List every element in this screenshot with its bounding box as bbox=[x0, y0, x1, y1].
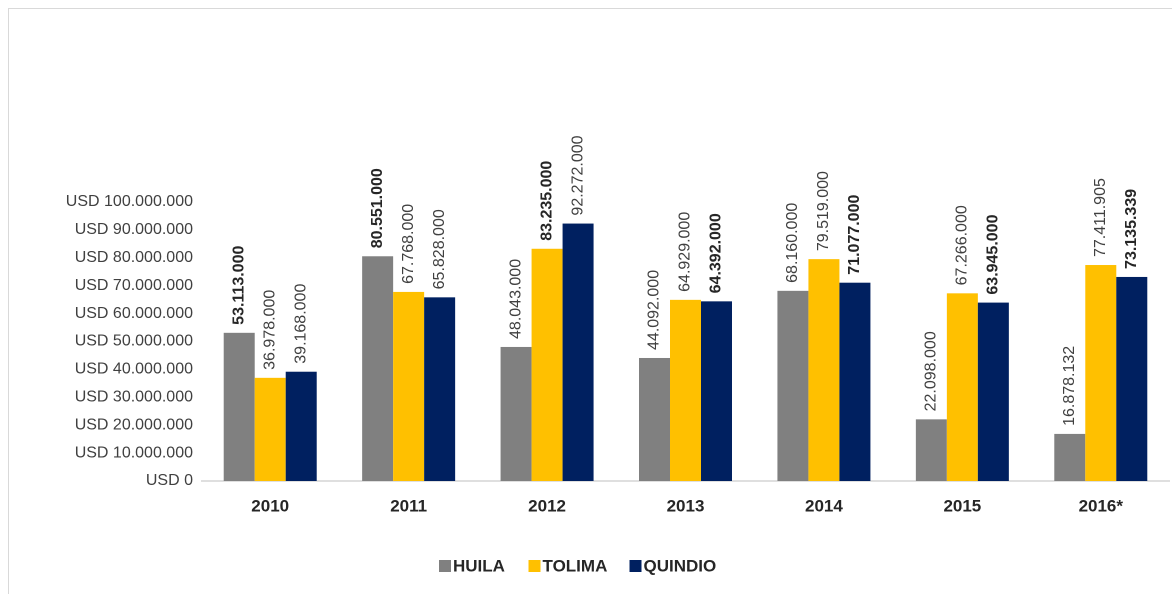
bar bbox=[285, 371, 317, 481]
bar bbox=[839, 282, 871, 481]
y-tick-label: USD 10.000.000 bbox=[75, 444, 193, 461]
bar bbox=[424, 297, 456, 481]
bar bbox=[977, 302, 1009, 481]
data-label: 36.978.000 bbox=[261, 290, 278, 370]
bar bbox=[1054, 433, 1086, 481]
y-tick-label: USD 0 bbox=[146, 472, 193, 489]
legend-label: HUILA bbox=[453, 556, 505, 575]
y-tick-label: USD 60.000.000 bbox=[75, 305, 193, 322]
legend-label: TOLIMA bbox=[543, 556, 608, 575]
data-label: 44.092.000 bbox=[646, 270, 663, 350]
bar bbox=[639, 357, 670, 481]
y-tick-label: USD 50.000.000 bbox=[75, 333, 193, 350]
data-label: 39.168.000 bbox=[292, 284, 309, 364]
x-tick-label: 2016* bbox=[1079, 496, 1124, 515]
bar bbox=[223, 332, 255, 481]
data-label: 48.043.000 bbox=[507, 259, 524, 339]
bar bbox=[670, 299, 701, 481]
data-label: 65.828.000 bbox=[431, 209, 448, 289]
data-label: 71.077.000 bbox=[846, 195, 863, 275]
bar bbox=[777, 290, 809, 481]
bar bbox=[562, 223, 594, 481]
bar bbox=[362, 256, 394, 481]
data-label: 63.945.000 bbox=[985, 214, 1002, 294]
y-tick-label: USD 40.000.000 bbox=[75, 361, 193, 378]
data-label: 92.272.000 bbox=[569, 135, 586, 215]
data-label: 67.266.000 bbox=[954, 205, 971, 285]
y-tick-label: USD 90.000.000 bbox=[75, 221, 193, 238]
bar bbox=[946, 293, 978, 481]
legend-swatch bbox=[528, 560, 541, 572]
x-tick-label: 2013 bbox=[667, 496, 705, 515]
legend-swatch bbox=[629, 560, 642, 572]
bar bbox=[701, 301, 732, 481]
data-label: 64.392.000 bbox=[708, 213, 725, 293]
x-tick-label: 2015 bbox=[943, 496, 981, 515]
bar bbox=[808, 259, 840, 481]
y-tick-label: USD 70.000.000 bbox=[75, 277, 193, 294]
bar bbox=[531, 248, 563, 481]
y-tick-label: USD 80.000.000 bbox=[75, 249, 193, 266]
data-label: 22.098.000 bbox=[923, 331, 940, 411]
bar bbox=[915, 419, 947, 481]
legend-swatch bbox=[439, 560, 451, 572]
data-label: 73.135.339 bbox=[1123, 189, 1140, 269]
data-label: 77.411.905 bbox=[1092, 178, 1109, 257]
data-label: 67.768.000 bbox=[400, 204, 417, 284]
chart-frame bbox=[8, 8, 1172, 594]
y-tick-label: USD 30.000.000 bbox=[75, 389, 193, 406]
data-label: 68.160.000 bbox=[784, 203, 801, 283]
x-tick-label: 2014 bbox=[805, 496, 843, 515]
legend-label: QUINDIO bbox=[644, 556, 717, 575]
y-tick-label: USD 20.000.000 bbox=[75, 416, 193, 433]
x-tick-label: 2012 bbox=[528, 496, 566, 515]
bar bbox=[393, 291, 425, 481]
data-label: 79.519.000 bbox=[815, 171, 832, 251]
bar bbox=[1116, 276, 1148, 481]
bar bbox=[254, 377, 286, 481]
x-tick-label: 2011 bbox=[390, 496, 427, 515]
data-label: 80.551.000 bbox=[369, 168, 386, 248]
x-tick-label: 2010 bbox=[251, 496, 289, 515]
data-label: 53.113.000 bbox=[230, 246, 247, 325]
data-label: 64.929.000 bbox=[677, 212, 694, 292]
y-tick-label: USD 100.000.000 bbox=[66, 193, 193, 210]
data-label: 83.235.000 bbox=[538, 161, 555, 241]
bar bbox=[1085, 265, 1117, 481]
bar bbox=[500, 346, 532, 481]
data-label: 16.878.132 bbox=[1061, 346, 1078, 426]
